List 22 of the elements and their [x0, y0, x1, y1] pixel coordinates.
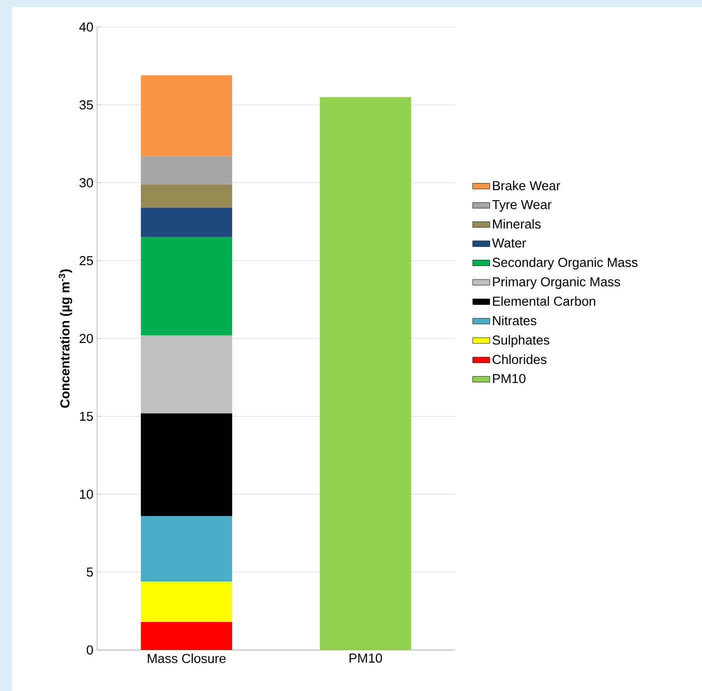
legend-label: Secondary Organic Mass — [492, 257, 638, 270]
legend-label: Nitrates — [493, 316, 536, 326]
legend-label: Brake Wear — [493, 180, 560, 190]
legend-label: Chlorides — [492, 354, 546, 364]
legend-label: Sulphates — [492, 335, 550, 348]
y-tick-label: 5 — [86, 568, 93, 577]
y-tick-label: 15 — [80, 412, 93, 421]
y-tick-label: 30 — [80, 178, 93, 188]
y-tick-label: 20 — [80, 334, 93, 344]
y-tick-label: 0 — [86, 645, 93, 655]
legend-label: PM10 — [493, 374, 526, 384]
y-tick-label: 25 — [80, 256, 93, 266]
x-tick-label: Mass Closure — [148, 654, 226, 664]
y-tick-label: 35 — [80, 100, 93, 110]
legend-label: Tyre Wear — [492, 200, 552, 212]
legend-label: Primary Organic Mass — [493, 276, 620, 289]
legend-label: Water — [492, 238, 526, 248]
y-tick-label: 40 — [79, 22, 93, 32]
y-tick-label: 10 — [80, 490, 93, 499]
legend-label: Elemental Carbon — [493, 296, 596, 306]
legend-label: Minerals — [493, 219, 541, 229]
y-axis-title: Concentration (µg m$^{-3}$) — [58, 269, 72, 408]
